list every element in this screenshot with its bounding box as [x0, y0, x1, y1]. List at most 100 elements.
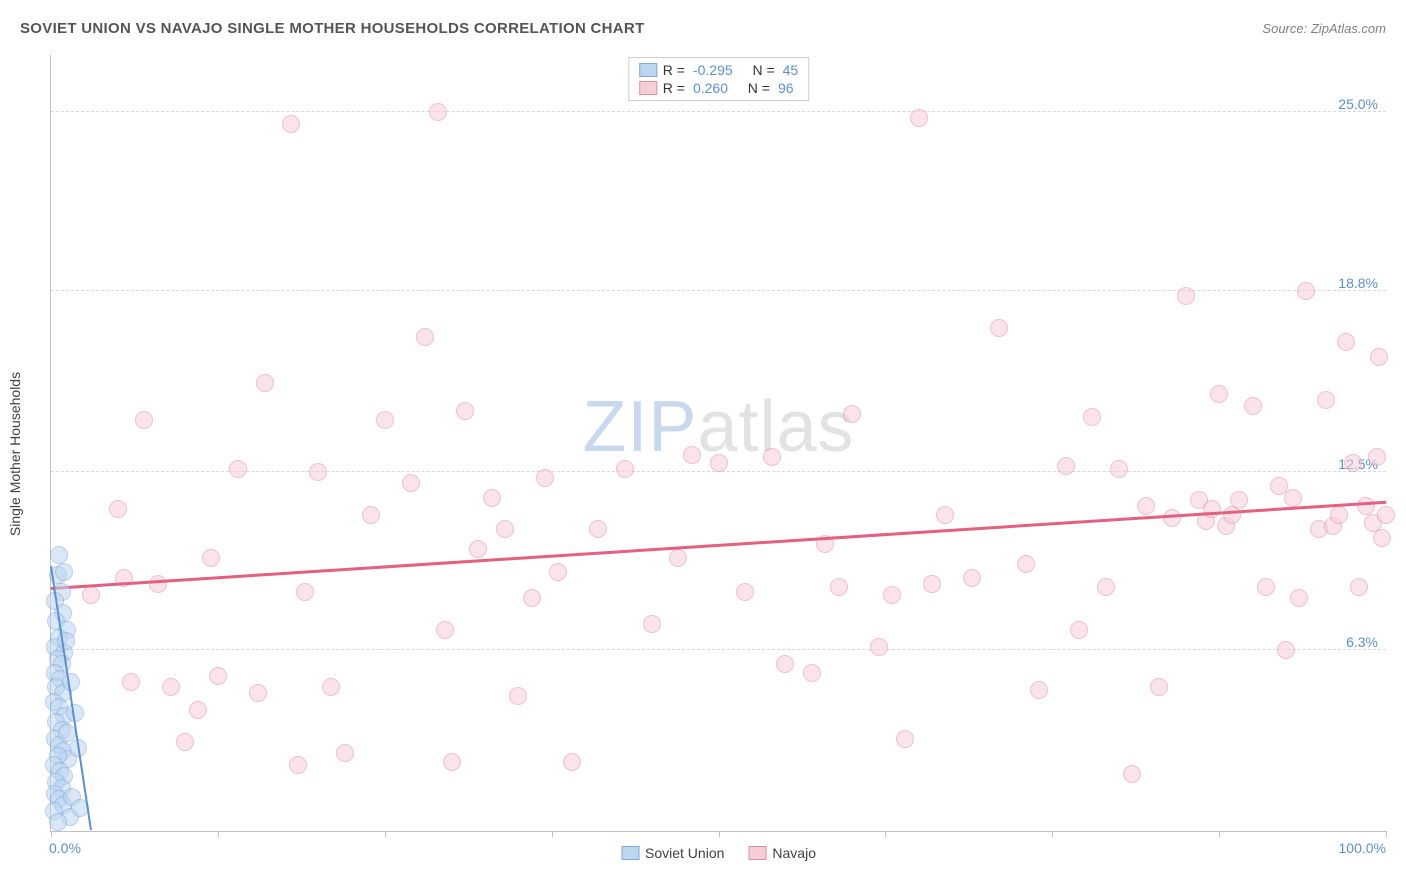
legend-correlation: R = -0.295 N = 45 R = 0.260 N = 96 [628, 57, 809, 101]
scatter-point-navajo [963, 569, 981, 587]
scatter-point-navajo [362, 506, 380, 524]
scatter-point-navajo [683, 446, 701, 464]
legend-series: Soviet Union Navajo [621, 845, 816, 861]
x-tick [1386, 831, 1387, 837]
n-label: N = [752, 62, 774, 78]
scatter-point-navajo [1110, 460, 1128, 478]
x-tick [885, 831, 886, 837]
legend-row-navajo: R = 0.260 N = 96 [639, 80, 798, 96]
legend-item-navajo: Navajo [748, 845, 816, 861]
scatter-point-navajo [1137, 497, 1155, 515]
scatter-point-navajo [402, 474, 420, 492]
scatter-point-navajo [249, 684, 267, 702]
scatter-point-navajo [149, 575, 167, 593]
gridline-horizontal [51, 649, 1386, 650]
source-label: Source: [1262, 21, 1307, 36]
scatter-point-navajo [202, 549, 220, 567]
y-tick-label: 25.0% [1338, 96, 1378, 112]
x-tick-label-left: 0.0% [49, 840, 81, 856]
x-tick [51, 831, 52, 837]
scatter-point-soviet [55, 563, 73, 581]
scatter-point-soviet [57, 632, 75, 650]
scatter-point-navajo [549, 563, 567, 581]
scatter-point-navajo [1163, 509, 1181, 527]
scatter-point-navajo [1373, 529, 1391, 547]
scatter-point-navajo [1150, 678, 1168, 696]
chart-title: SOVIET UNION VS NAVAJO SINGLE MOTHER HOU… [20, 20, 645, 37]
x-tick [1219, 831, 1220, 837]
source-name: ZipAtlas.com [1311, 21, 1386, 36]
scatter-point-navajo [1083, 408, 1101, 426]
r-value-navajo: 0.260 [693, 80, 728, 96]
x-tick [385, 831, 386, 837]
scatter-point-navajo [1070, 621, 1088, 639]
scatter-point-navajo [309, 463, 327, 481]
scatter-point-navajo [416, 328, 434, 346]
scatter-point-navajo [870, 638, 888, 656]
x-tick [218, 831, 219, 837]
scatter-point-navajo [1257, 578, 1275, 596]
scatter-point-navajo [436, 621, 454, 639]
n-value-soviet: 45 [783, 62, 799, 78]
scatter-point-navajo [1203, 500, 1221, 518]
scatter-point-navajo [122, 673, 140, 691]
scatter-point-navajo [536, 469, 554, 487]
legend-swatch-navajo [639, 81, 657, 95]
scatter-point-navajo [109, 500, 127, 518]
scatter-point-navajo [1097, 578, 1115, 596]
scatter-point-navajo [1377, 506, 1395, 524]
scatter-point-navajo [1350, 578, 1368, 596]
scatter-point-navajo [589, 520, 607, 538]
scatter-point-navajo [843, 405, 861, 423]
y-tick-label: 6.3% [1346, 634, 1378, 650]
scatter-point-navajo [1057, 457, 1075, 475]
x-tick [1052, 831, 1053, 837]
scatter-point-navajo [1370, 348, 1388, 366]
scatter-point-navajo [1357, 497, 1375, 515]
x-tick [719, 831, 720, 837]
scatter-point-navajo [256, 374, 274, 392]
scatter-point-navajo [643, 615, 661, 633]
scatter-point-navajo [910, 109, 928, 127]
scatter-point-navajo [336, 744, 354, 762]
scatter-point-navajo [289, 756, 307, 774]
scatter-point-navajo [1284, 489, 1302, 507]
scatter-point-navajo [1230, 491, 1248, 509]
scatter-point-navajo [936, 506, 954, 524]
n-label: N = [748, 80, 770, 96]
scatter-point-navajo [429, 103, 447, 121]
scatter-point-navajo [710, 454, 728, 472]
scatter-point-navajo [209, 667, 227, 685]
scatter-point-navajo [1177, 287, 1195, 305]
scatter-point-navajo [1017, 555, 1035, 573]
scatter-point-navajo [1210, 385, 1228, 403]
scatter-point-navajo [883, 586, 901, 604]
source: Source: ZipAtlas.com [1262, 21, 1386, 36]
scatter-point-navajo [1123, 765, 1141, 783]
scatter-point-navajo [456, 402, 474, 420]
scatter-point-navajo [616, 460, 634, 478]
watermark-part1: ZIP [582, 387, 697, 467]
r-label: R = [663, 80, 685, 96]
scatter-point-navajo [990, 319, 1008, 337]
legend-item-soviet: Soviet Union [621, 845, 724, 861]
scatter-point-navajo [830, 578, 848, 596]
scatter-point-navajo [376, 411, 394, 429]
scatter-point-navajo [469, 540, 487, 558]
scatter-point-navajo [282, 115, 300, 133]
scatter-point-navajo [563, 753, 581, 771]
y-axis-label: Single Mother Households [7, 372, 23, 536]
scatter-point-navajo [496, 520, 514, 538]
scatter-point-soviet [49, 813, 67, 831]
trend-line-navajo [51, 501, 1386, 590]
scatter-point-navajo [896, 730, 914, 748]
scatter-point-navajo [923, 575, 941, 593]
title-bar: SOVIET UNION VS NAVAJO SINGLE MOTHER HOU… [20, 20, 1386, 37]
n-value-navajo: 96 [778, 80, 794, 96]
scatter-point-navajo [523, 589, 541, 607]
scatter-point-navajo [736, 583, 754, 601]
scatter-point-navajo [1290, 589, 1308, 607]
scatter-point-navajo [443, 753, 461, 771]
scatter-point-navajo [509, 687, 527, 705]
scatter-point-navajo [1244, 397, 1262, 415]
